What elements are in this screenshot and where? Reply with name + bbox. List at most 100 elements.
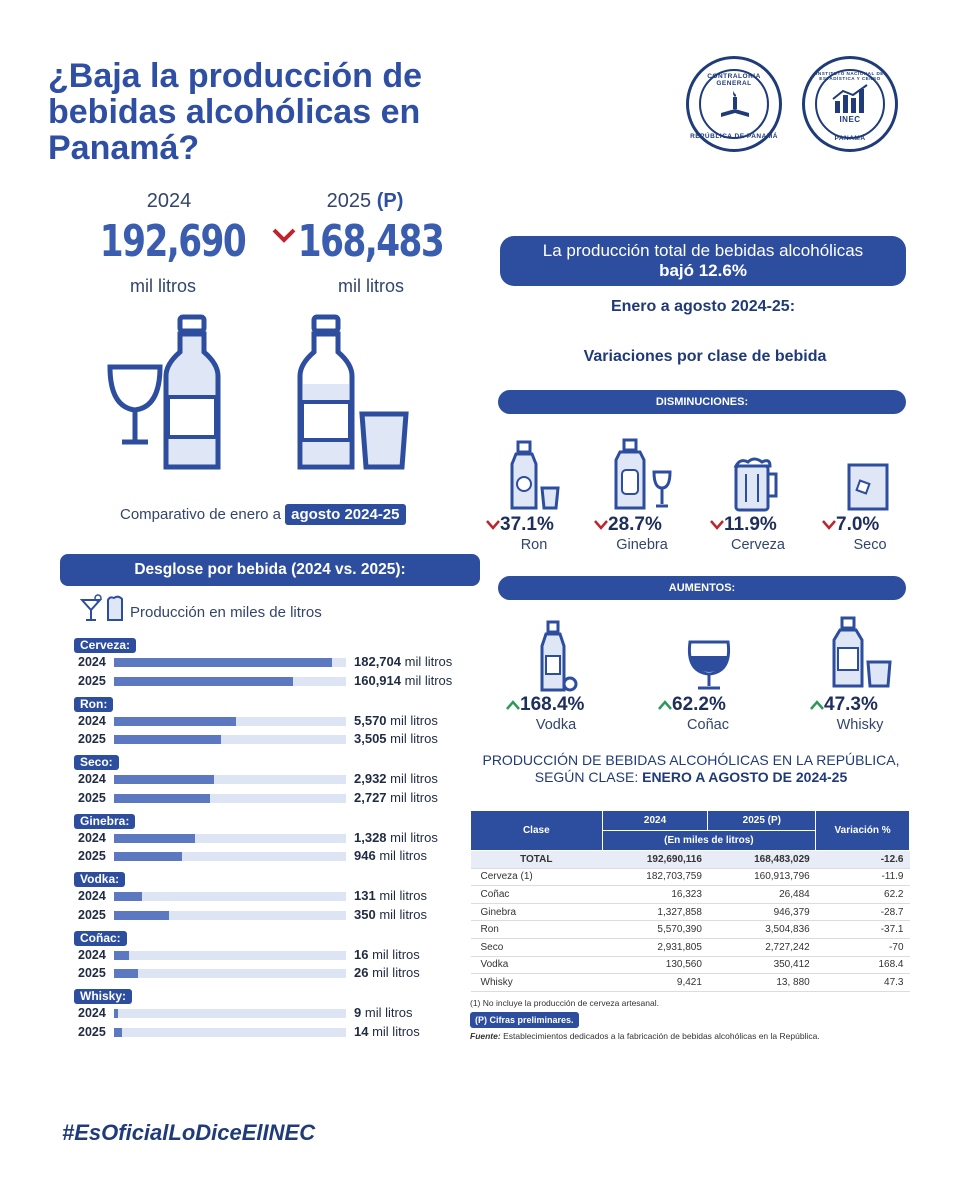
decrease-item: 7.0% Seco: [822, 514, 922, 553]
col-clase: Clase: [470, 810, 603, 851]
increase-pct: 47.3%: [824, 694, 878, 715]
year-label: 2024: [78, 713, 106, 728]
increase-value-line: 168.4%: [506, 694, 616, 716]
bar-value-number: 131: [354, 888, 376, 903]
cell-2025: 160,913,796: [707, 868, 816, 887]
inec-seal: INSTITUTO NACIONAL DE ESTADÍSTICA Y CENS…: [802, 56, 898, 152]
total-var: -12.6: [815, 850, 910, 869]
cell-2024: 5,570,390: [602, 920, 708, 939]
down-arrow-icon: [594, 520, 608, 530]
total-2024: 192,690,116: [602, 850, 708, 869]
bar-value: 131 mil litros: [354, 888, 427, 903]
col-2025: 2025 (P): [707, 810, 817, 831]
comparative-caption: Comparativo de enero a agosto 2024-25: [120, 504, 406, 525]
down-arrow-icon: [710, 520, 724, 530]
bar-track: [114, 676, 346, 686]
bar-value: 5,570 mil litros: [354, 713, 438, 728]
cell-2024: 2,931,805: [602, 938, 708, 957]
table-row: Vodka 130,560 350,412 168.4: [470, 956, 910, 975]
cell-var: 62.2: [815, 885, 910, 904]
decrease-pct: 37.1%: [500, 514, 554, 535]
bar-value: 2,727 mil litros: [354, 790, 438, 805]
bar-track: [114, 910, 346, 920]
source-label: Fuente:: [470, 1031, 501, 1041]
cell-var: -11.9: [815, 868, 910, 887]
bar-value-unit: mil litros: [390, 771, 438, 786]
up-arrow-icon: [506, 700, 520, 710]
inec-seal-bottom-text: PANAMÁ: [834, 135, 866, 142]
table-row: Seco 2,931,805 2,727,242 -70: [470, 938, 910, 957]
production-table: Clase 2024 2025 (P) Variación % (En mile…: [470, 810, 910, 992]
table-title: PRODUCCIÓN DE BEBIDAS ALCOHÓLICAS EN LA …: [462, 752, 920, 786]
increase-value-line: 47.3%: [810, 694, 920, 716]
increase-item: 62.2% Coñac: [658, 694, 768, 733]
bar-value-unit: mil litros: [390, 789, 438, 805]
bar-value: 3,505 mil litros: [354, 731, 438, 746]
gin-bottle-icon: [614, 438, 672, 510]
col-variacion: Variación %: [815, 810, 910, 851]
bar-value: 350 mil litros: [354, 907, 427, 922]
bar-fill: [114, 1009, 118, 1018]
category-label: Coñac:: [74, 930, 127, 946]
bar-value: 14 mil litros: [354, 1024, 420, 1039]
cell-var: -37.1: [815, 920, 910, 939]
bar-track: [114, 735, 346, 744]
inec-seal-mid-text: INEC: [839, 115, 861, 124]
year-label: 2025: [78, 966, 106, 980]
rum-bottle-icon: [510, 440, 560, 510]
bottles-illustration: [107, 314, 409, 470]
cell-clase: Vodka: [470, 956, 603, 975]
bar-value-number: 350: [354, 906, 376, 922]
year-label: 2024: [78, 830, 106, 845]
brandy-glass-icon: [687, 640, 731, 690]
table-row: Cerveza (1) 182,703,759 160,913,796 -11.9: [470, 868, 910, 887]
decrease-pct: 28.7%: [608, 514, 662, 535]
cell-2024: 9,421: [602, 973, 708, 992]
bar-fill: [114, 775, 214, 784]
bar-value: 946 mil litros: [354, 848, 427, 863]
cell-2024: 16,323: [602, 885, 708, 904]
increase-name: Coñac: [687, 717, 729, 733]
bar-value-unit: mil litros: [379, 848, 427, 863]
contraloria-seal-bottom-text: REPÚBLICA DE PANAMÁ: [690, 133, 778, 140]
year-2025-text: 2025: [326, 190, 372, 212]
breakdown-subtitle: Producción en miles de litros: [130, 604, 322, 621]
bar-value-unit: mil litros: [379, 888, 427, 903]
increase-pct: 62.2%: [672, 694, 726, 715]
year-2025-preliminary: (P): [376, 190, 404, 212]
footer-hashtag: #EsOficialLoDiceElINEC: [62, 1120, 316, 1145]
bar-track: [114, 1009, 346, 1018]
bar-value-number: 1,328: [354, 829, 387, 845]
cell-clase: Seco: [470, 938, 603, 957]
category-label: Ron:: [74, 696, 114, 712]
decrease-item: 37.1% Ron: [486, 514, 586, 553]
bar-value-number: 14: [354, 1023, 369, 1039]
decrease-name: Ginebra: [616, 537, 668, 553]
year-label: 2025: [78, 907, 106, 922]
bar-track: [114, 852, 346, 861]
bar-track: [114, 1027, 346, 1037]
bar-value-unit: mil litros: [404, 672, 453, 688]
bar-value-number: 160,914: [354, 672, 401, 688]
vodka-bottle-icon: [540, 620, 578, 692]
bar-value: 2,932 mil litros: [354, 771, 438, 786]
cell-2025: 13, 880: [707, 973, 816, 992]
bar-chart-icon: [832, 84, 868, 113]
total-clase: TOTAL: [470, 850, 603, 869]
table-note2: (P) Cifras preliminares.: [470, 1012, 579, 1028]
year-label: 2025: [78, 673, 106, 688]
decrease-item: 11.9% Cerveza: [710, 514, 810, 553]
bar-fill: [114, 658, 332, 667]
year-label: 2025: [78, 790, 106, 805]
year-label: 2024: [78, 1006, 106, 1020]
category-label: Seco:: [74, 755, 119, 770]
decrease-name: Seco: [853, 537, 887, 553]
contraloria-seal-top-text: CONTRALORIA GENERAL: [707, 73, 761, 87]
cell-clase: Ron: [470, 920, 603, 939]
bar-fill: [114, 735, 221, 744]
cell-var: -70: [815, 938, 910, 957]
bar-value-unit: mil litros: [372, 1023, 420, 1039]
bar-value: 9 mil litros: [354, 1005, 413, 1020]
table-note1: (1) No incluye la producción de cerveza …: [470, 998, 659, 1008]
bar-track: [114, 775, 346, 784]
